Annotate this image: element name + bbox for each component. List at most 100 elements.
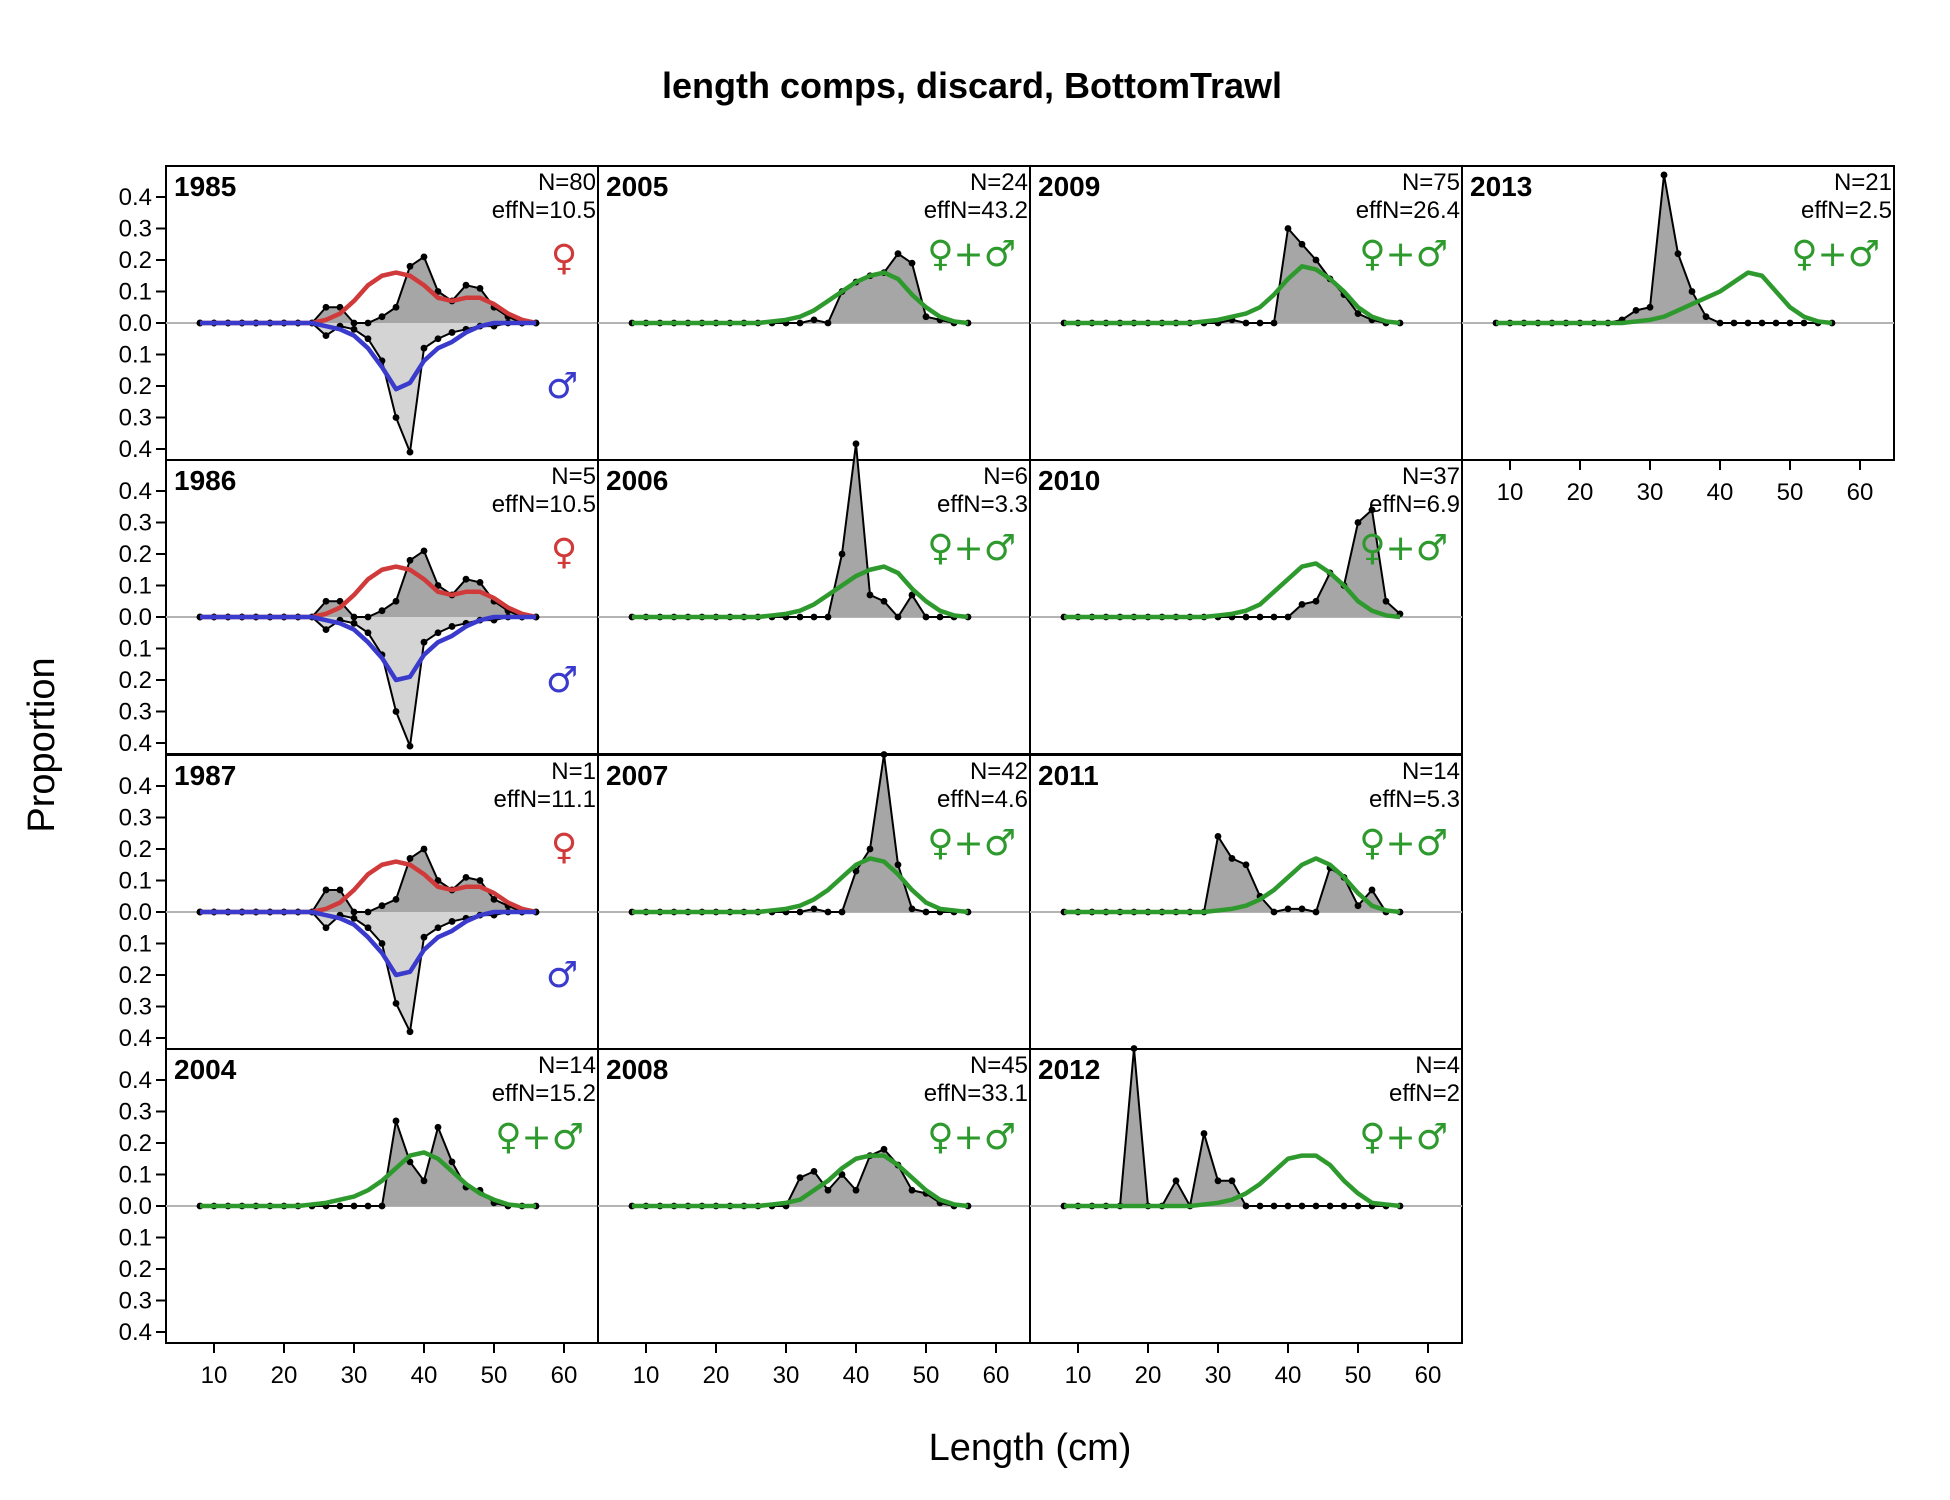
- effn-label: effN=3.3: [937, 491, 1028, 518]
- obs-point: [810, 316, 818, 324]
- exp-line: [1064, 1153, 1401, 1209]
- n-label: N=5: [551, 463, 596, 490]
- obs-point: [1800, 319, 1808, 327]
- obs-point: [1772, 319, 1780, 327]
- panel-frame: [1029, 1048, 1463, 1344]
- y-tick-label: 0.4: [119, 1025, 152, 1052]
- obs-male-point: [434, 335, 442, 343]
- panel-year-label: 1985: [174, 171, 236, 202]
- y-tick-label: 0.3: [119, 699, 152, 726]
- obs-point: [1270, 319, 1278, 327]
- y-tick-label: 0.2: [119, 962, 152, 989]
- male-icon: ♂: [546, 660, 578, 701]
- y-tick-label: 0.0: [119, 310, 152, 337]
- obs-male-point: [392, 708, 400, 715]
- exp-male-line: [200, 614, 536, 683]
- obs-point: [1256, 1202, 1264, 1210]
- y-tick-label: 0.3: [119, 405, 152, 432]
- obs-female-point: [392, 303, 400, 311]
- obs-female-area: [200, 550, 536, 617]
- y-tick-label: 0.1: [119, 573, 152, 600]
- obs-female-point: [322, 303, 330, 311]
- y-tick-label: 0.2: [119, 1256, 152, 1283]
- obs-point: [894, 613, 902, 621]
- obs-point: [1312, 597, 1320, 605]
- obs-point: [810, 1167, 818, 1175]
- obs-point: [1354, 310, 1362, 317]
- obs-point: [852, 867, 860, 875]
- obs-area: [632, 754, 968, 912]
- y-tick-label: 0.4: [119, 773, 152, 800]
- x-tick-label: 20: [1135, 1362, 1162, 1389]
- obs-point: [852, 440, 860, 448]
- x-tick-label: 40: [843, 1362, 870, 1389]
- obs-point: [1256, 319, 1264, 327]
- obs-point: [1298, 905, 1306, 913]
- obs-area: [632, 253, 968, 323]
- obs-point: [1688, 288, 1696, 295]
- obs-female-point: [490, 896, 498, 903]
- obs-female-point: [336, 886, 344, 894]
- x-tick-label: 50: [481, 1362, 508, 1389]
- exp-line: [632, 856, 969, 915]
- y-tick-label: 0.3: [119, 805, 152, 832]
- obs-point: [824, 319, 832, 327]
- exp-line: [200, 1150, 536, 1209]
- obs-male-line: [200, 322, 536, 454]
- y-tick-label: 0.1: [119, 1162, 152, 1189]
- obs-point: [1340, 1202, 1348, 1210]
- obs-female-point: [378, 313, 386, 321]
- effn-label: effN=10.5: [492, 197, 596, 224]
- obs-point: [838, 550, 846, 558]
- obs-female-point: [322, 886, 330, 894]
- obs-point: [1326, 1202, 1334, 1210]
- y-tick-label: 0.2: [119, 667, 152, 694]
- y-tick-label: 0.4: [119, 730, 152, 757]
- obs-male-point: [406, 1028, 414, 1036]
- obs-point: [1172, 1177, 1180, 1185]
- female-icon: ♀: [551, 827, 577, 868]
- obs-point: [1660, 171, 1668, 179]
- obs-male-point: [350, 325, 358, 333]
- panel-year-label: 1986: [174, 465, 236, 496]
- y-tick-label: 0.0: [119, 1193, 152, 1220]
- effn-label: effN=4.6: [937, 786, 1028, 813]
- obs-point: [796, 319, 804, 327]
- obs-point: [1242, 613, 1250, 621]
- obs-female-point: [378, 902, 386, 910]
- effn-label: effN=26.4: [1356, 197, 1460, 224]
- obs-point: [894, 250, 902, 258]
- obs-point: [1744, 319, 1752, 327]
- obs-point: [1368, 506, 1376, 514]
- exp-line: [1064, 264, 1401, 326]
- y-tick-label: 0.1: [119, 636, 152, 663]
- obs-female-point: [336, 597, 344, 605]
- obs-point: [824, 1186, 832, 1194]
- obs-point: [838, 1171, 846, 1178]
- exp-line: [632, 270, 969, 326]
- obs-female-area: [200, 256, 536, 323]
- panel-year-label: 2011: [1038, 760, 1099, 791]
- obs-point: [1312, 256, 1320, 264]
- panel-year-label: 2004: [174, 1054, 237, 1085]
- obs-male-point: [420, 933, 428, 941]
- obs-point: [1730, 319, 1738, 327]
- obs-male-point: [392, 999, 400, 1007]
- effn-label: effN=43.2: [924, 197, 1028, 224]
- obs-female-point: [364, 613, 372, 621]
- panel-year-label: 2008: [606, 1054, 668, 1085]
- n-label: N=1: [551, 758, 596, 785]
- female-male-icon: ♀+♂: [927, 528, 1016, 569]
- male-icon: ♂: [546, 955, 578, 996]
- obs-point: [420, 1177, 428, 1185]
- obs-point: [1298, 601, 1306, 608]
- y-tick-label: 0.0: [119, 899, 152, 926]
- obs-point: [796, 1174, 804, 1182]
- obs-point: [1228, 1177, 1236, 1185]
